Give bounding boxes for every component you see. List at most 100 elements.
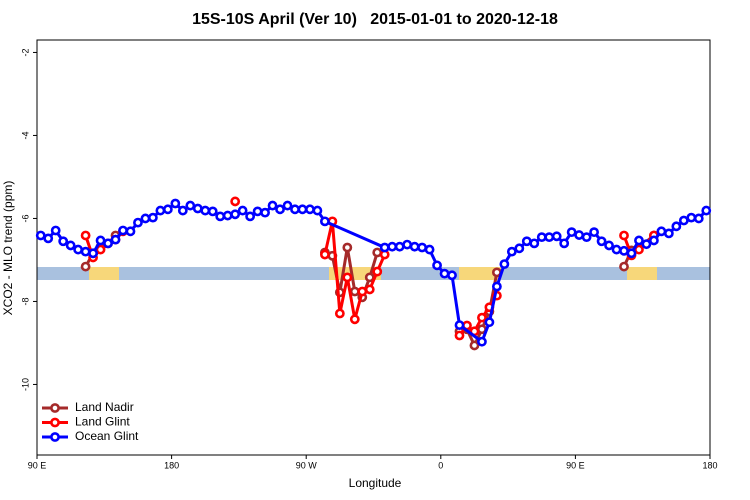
point (110, 234, 121, 245)
point (312, 205, 323, 216)
land-band (627, 267, 657, 280)
point (678, 215, 689, 226)
point (73, 244, 84, 255)
point (267, 200, 278, 211)
point (477, 336, 487, 347)
chart-title: 15S-10S April (Ver 10) 2015-01-01 to 202… (192, 11, 558, 28)
x-tick-label: 0 (438, 460, 443, 470)
point (222, 210, 233, 221)
legend-text: Land Nadir (75, 400, 134, 414)
y-tick-label: -6 (20, 214, 30, 222)
point (581, 232, 592, 243)
point (529, 238, 540, 249)
point (305, 204, 315, 215)
point (349, 314, 360, 325)
land-band (459, 267, 501, 280)
point (686, 212, 697, 223)
point (566, 227, 577, 238)
point (133, 217, 143, 228)
point (536, 232, 547, 243)
point (484, 317, 495, 328)
plot-frame (36, 39, 711, 456)
point (447, 270, 457, 281)
point (693, 213, 704, 224)
point (125, 226, 136, 237)
point (551, 231, 562, 242)
point (477, 312, 487, 323)
point (454, 320, 465, 331)
y-tick-label: -2 (20, 48, 30, 56)
point (95, 235, 106, 246)
point (491, 281, 502, 292)
point (192, 203, 203, 214)
point (252, 206, 263, 217)
point (170, 198, 181, 209)
point (544, 232, 555, 243)
legend-marker (50, 403, 60, 413)
point (342, 272, 353, 283)
legend-text: Land Glint (75, 415, 130, 429)
point (402, 239, 413, 250)
legend-marker (50, 432, 60, 442)
point (372, 266, 383, 277)
point (559, 238, 570, 249)
point (596, 236, 607, 247)
point (506, 246, 517, 257)
point (334, 308, 345, 319)
point (357, 286, 368, 297)
point (88, 248, 98, 259)
point (50, 225, 61, 236)
point (58, 236, 69, 247)
point (103, 238, 113, 249)
point (626, 248, 637, 259)
point (417, 242, 428, 253)
point (118, 225, 128, 236)
point (619, 230, 629, 241)
x-tick-label: 180 (702, 460, 717, 470)
point (604, 240, 614, 251)
legend-text: Ocean Glint (75, 429, 139, 443)
point (469, 340, 480, 351)
x-tick-label: 90 E (566, 460, 585, 470)
point (237, 205, 248, 216)
point (65, 240, 76, 251)
point (155, 205, 166, 216)
y-axis-label: XCO2 - MLO trend (ppm) (1, 181, 15, 316)
point (162, 204, 173, 215)
point (619, 245, 629, 256)
point (200, 205, 211, 216)
point (319, 216, 330, 227)
point (379, 242, 390, 253)
point (611, 244, 622, 255)
x-axis-label: Longitude (349, 476, 402, 490)
legend-marker (50, 417, 60, 428)
point (349, 286, 360, 297)
point (387, 241, 398, 252)
land-band (89, 267, 119, 280)
point (499, 259, 510, 269)
point (297, 204, 308, 215)
point (148, 212, 158, 223)
point (319, 249, 330, 260)
point (409, 241, 420, 252)
point (230, 196, 241, 207)
point (185, 200, 196, 211)
y-tick-label: -4 (20, 131, 30, 139)
point (80, 230, 91, 241)
point (260, 207, 270, 218)
point (619, 261, 629, 272)
point (424, 244, 435, 255)
point (514, 243, 525, 254)
point (656, 226, 667, 237)
point (589, 227, 599, 238)
point (574, 230, 585, 240)
point (641, 239, 652, 250)
point (663, 228, 674, 239)
point (140, 213, 151, 224)
x-tick-label: 90 W (296, 460, 318, 470)
point (35, 230, 46, 241)
point (245, 211, 256, 222)
y-tick-label: -8 (20, 297, 30, 305)
point (454, 330, 465, 341)
